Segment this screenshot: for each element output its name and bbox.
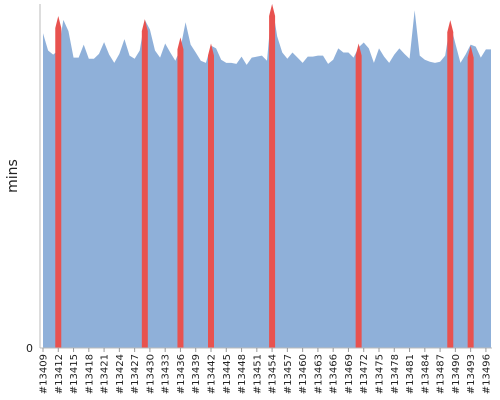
- x-tick-label: #13460: [298, 354, 309, 394]
- spike-mark: [55, 16, 62, 348]
- spike-mark: [177, 37, 184, 349]
- x-tick-label: #13472: [359, 354, 370, 394]
- spike-mark: [208, 43, 214, 349]
- x-tick-label: #13481: [405, 354, 416, 394]
- x-tick-label: #13493: [466, 354, 477, 394]
- x-tick-label: #13421: [100, 354, 111, 394]
- y-tick-label: 0: [26, 342, 33, 355]
- x-tick-label: #13430: [145, 354, 156, 394]
- x-tick-label: #13484: [420, 354, 431, 394]
- x-tick-label: #13418: [84, 354, 95, 394]
- spike-mark: [141, 19, 148, 348]
- x-tick-label: #13445: [222, 354, 233, 394]
- x-tick-label: #13439: [191, 354, 202, 394]
- x-tick-label: #13451: [252, 354, 263, 394]
- x-tick-label: #13454: [268, 354, 279, 394]
- x-tick-label: #13487: [436, 354, 447, 394]
- x-tick-label: #13463: [313, 354, 324, 394]
- x-tick-label: #13448: [237, 354, 248, 394]
- x-tick-label: #13469: [344, 354, 355, 394]
- series-area: [43, 4, 491, 348]
- plot-area: [43, 4, 491, 349]
- x-tick-label: #13427: [130, 354, 141, 394]
- x-tick-label: #13475: [375, 354, 386, 394]
- y-axis-label: mins: [5, 159, 21, 193]
- spike-mark: [467, 45, 474, 349]
- x-tick-label: #13490: [451, 354, 462, 394]
- x-tick-label: #13415: [69, 354, 80, 394]
- x-tick-label: #13466: [329, 354, 340, 394]
- x-ticks: #13409 #13412 #13415 #13418 #13421 #13424 #134…: [39, 348, 492, 394]
- spike-mark: [447, 20, 454, 348]
- x-tick-label: #13457: [283, 354, 294, 394]
- x-tick-label: #13412: [54, 354, 65, 394]
- x-tick-label: #13436: [176, 354, 187, 394]
- x-tick-label: #13478: [390, 354, 401, 394]
- x-tick-label: #13424: [115, 354, 126, 394]
- axes: [39, 4, 492, 349]
- x-tick-label: #13442: [207, 354, 218, 394]
- spike-mark: [269, 4, 276, 348]
- spike-mark: [355, 43, 362, 349]
- y-ticks: 0: [26, 342, 33, 355]
- x-tick-label: #13433: [161, 354, 172, 394]
- x-tick-label: #13496: [481, 354, 492, 394]
- x-tick-label: #13409: [39, 354, 50, 394]
